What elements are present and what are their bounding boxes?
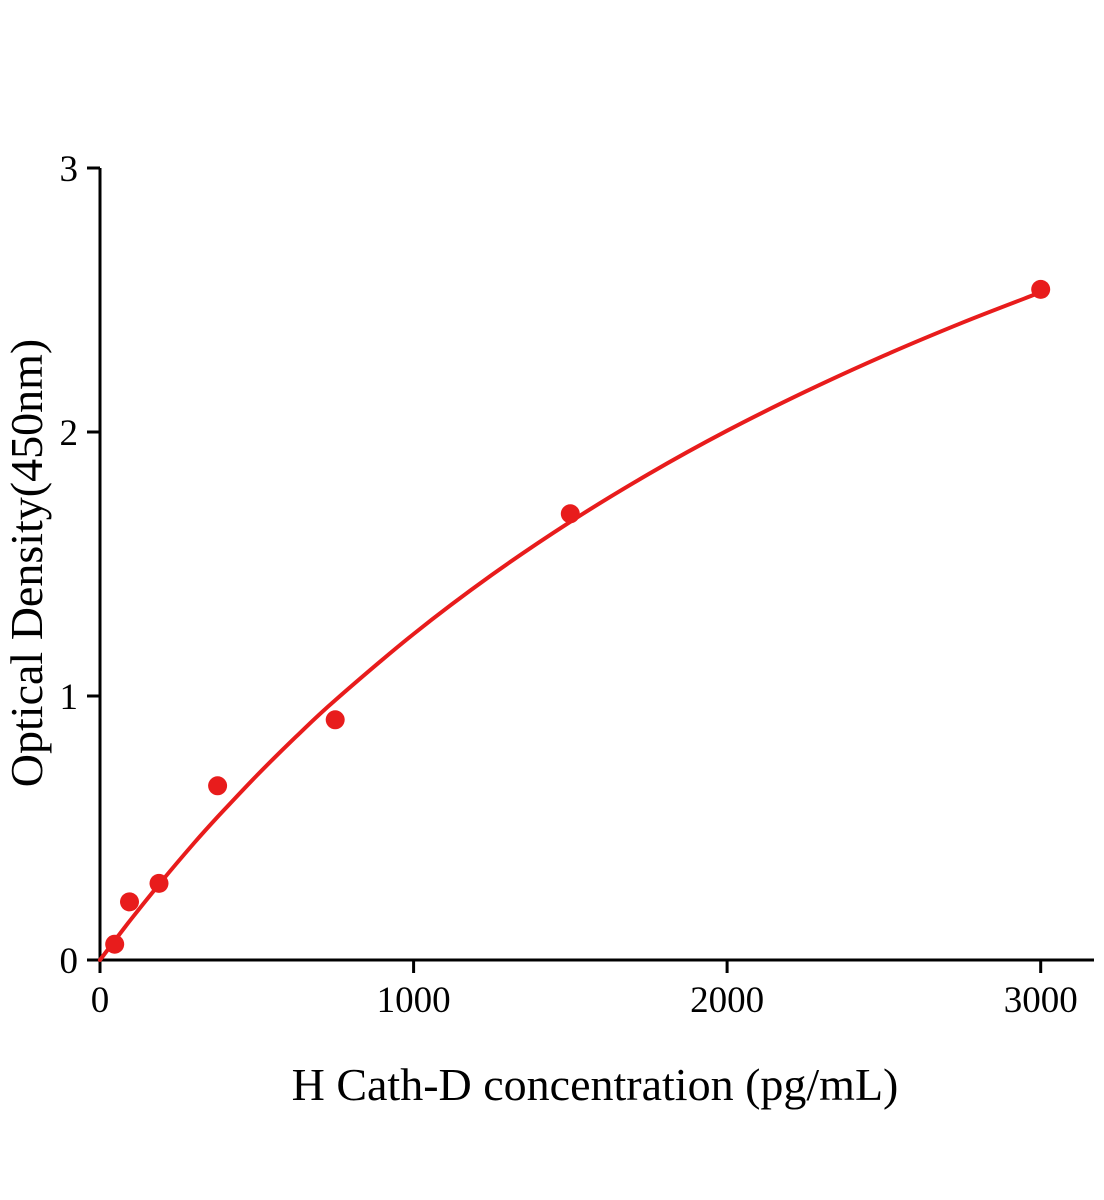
y-axis-title: Optical Density(450nm) (1, 339, 52, 787)
y-tick-label: 1 (60, 677, 79, 718)
data-point (120, 892, 139, 912)
data-point (1031, 279, 1051, 299)
data-point (325, 710, 345, 730)
x-tick-label: 1000 (377, 980, 451, 1021)
data-points (105, 279, 1051, 954)
data-point (105, 934, 125, 954)
data-point (208, 776, 228, 796)
fit-curve-path (98, 290, 1043, 962)
y-tick-label: 2 (60, 413, 79, 454)
x-tick-label: 2000 (690, 980, 764, 1021)
data-point (560, 504, 580, 524)
axis-ticks (87, 166, 1043, 973)
x-tick-label: 3000 (1004, 980, 1078, 1021)
x-tick-label: 0 (91, 980, 110, 1021)
x-axis-title: H Cath-D concentration (pg/mL) (292, 1059, 899, 1110)
y-tick-label: 0 (60, 941, 79, 982)
fit-curve (98, 290, 1043, 962)
axes (98, 168, 1094, 962)
data-point (149, 873, 169, 893)
y-tick-label: 3 (60, 149, 79, 190)
axis-tick-labels: 0 1000 2000 3000 0 1 2 3 (60, 149, 1078, 1021)
